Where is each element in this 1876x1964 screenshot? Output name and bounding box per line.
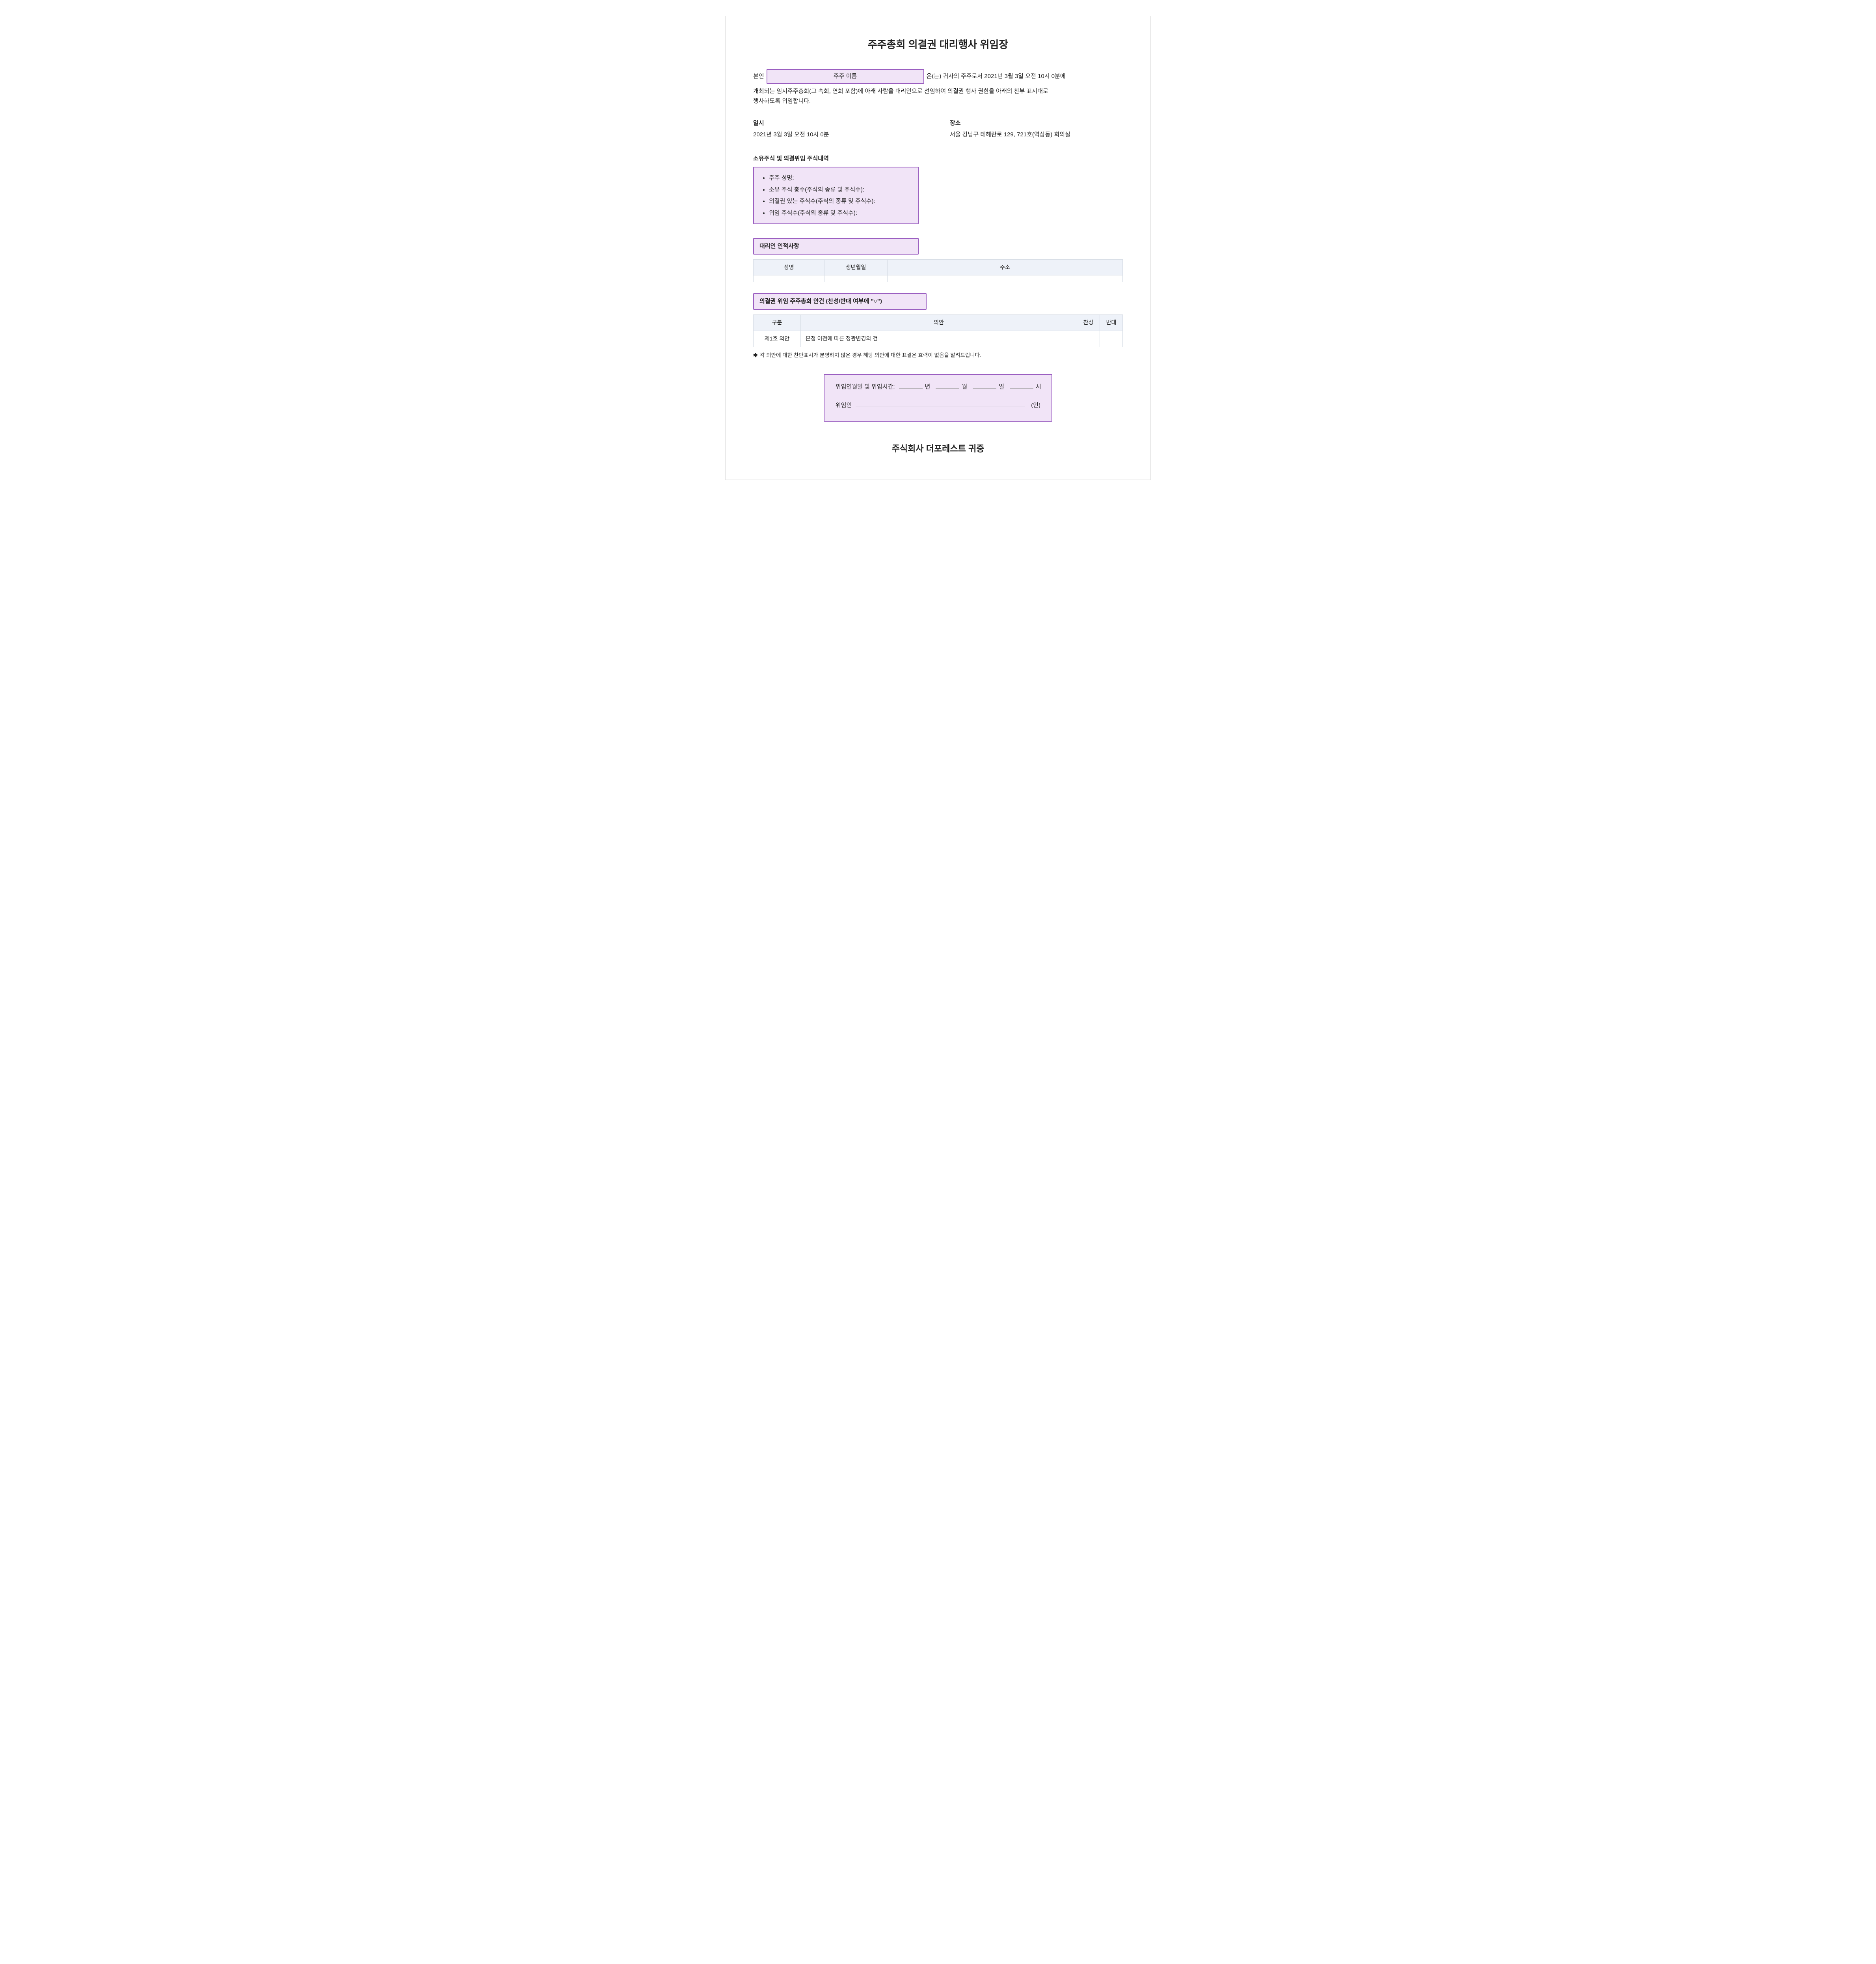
agenda-col-title: 의안: [801, 314, 1077, 331]
proxy-row: [754, 275, 1123, 282]
intro-prefix: 본인: [753, 71, 764, 82]
agenda-row: 제1호 의안 본점 이전에 따른 정관변경의 건: [754, 331, 1123, 347]
agenda-table: 구분 의안 찬성 반대 제1호 의안 본점 이전에 따른 정관변경의 건: [753, 314, 1123, 347]
proxy-address-cell[interactable]: [888, 275, 1123, 282]
note-asterisk: ✱: [753, 352, 757, 358]
agenda-row-against[interactable]: [1100, 331, 1123, 347]
proxy-form-page: 주주총회 의결권 대리행사 위임장 본인 주주 이름 은(는) 귀사의 주주로서…: [725, 16, 1151, 480]
proxy-col-dob: 생년월일: [824, 259, 888, 275]
proxy-heading-box: 대리인 인적사항: [753, 238, 919, 255]
datetime-label: 일시: [753, 118, 926, 128]
agenda-row-id: 제1호 의안: [754, 331, 801, 347]
agenda-col-id: 구분: [754, 314, 801, 331]
unit-day: 일: [999, 382, 1004, 392]
proxy-name-cell[interactable]: [754, 275, 824, 282]
intro-line-3: 행사하도록 위임합니다.: [753, 96, 1123, 106]
delegation-grantor-row: 위임인 (인): [836, 400, 1040, 411]
agenda-note: ✱ 각 의안에 대한 찬반표시가 분명하지 않은 경우 해당 의안에 대한 표결…: [753, 351, 1123, 360]
ownership-box[interactable]: 주주 성명: 소유 주식 총수(주식의 종류 및 주식수): 의결권 있는 주식…: [753, 167, 919, 224]
hour-slot[interactable]: [1010, 388, 1033, 389]
note-text: 각 의안에 대한 찬반표시가 분명하지 않은 경우 해당 의안에 대한 표결은 …: [760, 352, 981, 358]
agenda-row-title: 본점 이전에 따른 정관변경의 건: [801, 331, 1077, 347]
delegation-date-fields: 년 월 일 시: [899, 382, 1041, 392]
ownership-heading: 소유주식 및 의결위임 주식내역: [753, 154, 1123, 164]
unit-month: 월: [962, 382, 967, 392]
proxy-col-address: 주소: [888, 259, 1123, 275]
proxy-table: 성명 생년월일 주소: [753, 259, 1123, 283]
datetime-place-row: 일시 2021년 3월 3일 오전 10시 0분 장소 서울 강남구 테헤란로 …: [753, 118, 1123, 140]
day-slot[interactable]: [973, 388, 996, 389]
agenda-heading: 의결권 위임 주주총회 안건 (찬성/반대 여부에 "○"): [759, 298, 882, 305]
shareholder-name-input[interactable]: 주주 이름: [767, 69, 924, 84]
agenda-row-for[interactable]: [1077, 331, 1100, 347]
agenda-col-against: 반대: [1100, 314, 1123, 331]
place-label: 장소: [950, 118, 1123, 128]
datetime-value: 2021년 3월 3일 오전 10시 0분: [753, 130, 926, 140]
ownership-item: 의결권 있는 주식수(주식의 종류 및 주식수):: [769, 196, 912, 206]
agenda-heading-box: 의결권 위임 주주총회 안건 (찬성/반대 여부에 "○"): [753, 293, 927, 310]
ownership-item: 소유 주식 총수(주식의 종류 및 주식수):: [769, 185, 912, 195]
proxy-dob-cell[interactable]: [824, 275, 888, 282]
proxy-heading: 대리인 인적사항: [759, 243, 799, 249]
unit-year: 년: [925, 382, 931, 392]
page-title: 주주총회 의결권 대리행사 위임장: [753, 36, 1123, 53]
ownership-list: 주주 성명: 소유 주식 총수(주식의 종류 및 주식수): 의결권 있는 주식…: [760, 173, 912, 218]
intro-after-name: 은(는) 귀사의 주주로서 2021년 3월 3일 오전 10시 0분에: [927, 71, 1066, 82]
place-value: 서울 강남구 테헤란로 129, 721호(역삼동) 회의실: [950, 130, 1123, 140]
proxy-col-name: 성명: [754, 259, 824, 275]
delegation-box[interactable]: 위임연월일 및 위임시간: 년 월 일 시 위임인 (인): [824, 374, 1052, 422]
datetime-block: 일시 2021년 3월 3일 오전 10시 0분: [753, 118, 926, 140]
seal-mark: (인): [1031, 400, 1040, 411]
ownership-item: 위임 주식수(주식의 종류 및 주식수):: [769, 208, 912, 218]
delegation-date-row: 위임연월일 및 위임시간: 년 월 일 시: [836, 382, 1040, 392]
month-slot[interactable]: [936, 388, 959, 389]
footer-company: 주식회사 더포레스트 귀중: [753, 441, 1123, 456]
year-slot[interactable]: [899, 388, 923, 389]
place-block: 장소 서울 강남구 테헤란로 129, 721호(역삼동) 회의실: [950, 118, 1123, 140]
unit-hour: 시: [1036, 382, 1041, 392]
ownership-item: 주주 성명:: [769, 173, 912, 183]
intro-line-2: 개최되는 임시주주총회(그 속회, 연회 포함)에 아래 사람을 대리인으로 선…: [753, 86, 1123, 97]
delegation-date-label: 위임연월일 및 위임시간:: [836, 382, 895, 392]
intro-line-1: 본인 주주 이름 은(는) 귀사의 주주로서 2021년 3월 3일 오전 10…: [753, 69, 1123, 84]
agenda-col-for: 찬성: [1077, 314, 1100, 331]
grantor-label: 위임인: [836, 400, 852, 411]
